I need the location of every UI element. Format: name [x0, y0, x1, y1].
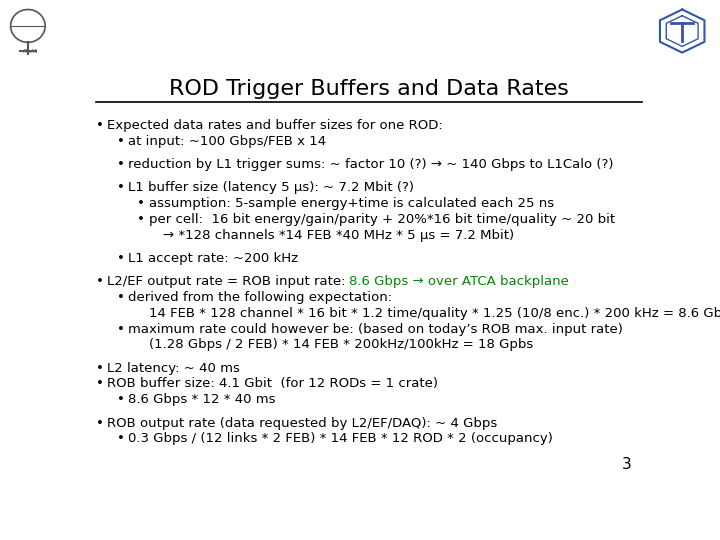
Text: •: •: [117, 134, 125, 147]
Text: ROB buffer size: 4.1 Gbit  (for 12 RODs = 1 crate): ROB buffer size: 4.1 Gbit (for 12 RODs =…: [107, 377, 438, 390]
Text: 3: 3: [621, 457, 631, 472]
Text: •: •: [96, 275, 104, 288]
Text: •: •: [117, 181, 125, 194]
Text: (1.28 Gbps / 2 FEB) * 14 FEB * 200kHz/100kHz = 18 Gpbs: (1.28 Gbps / 2 FEB) * 14 FEB * 200kHz/10…: [148, 339, 533, 352]
Text: •: •: [117, 322, 125, 335]
Text: ROD Trigger Buffers and Data Rates: ROD Trigger Buffers and Data Rates: [169, 79, 569, 99]
Text: •: •: [138, 213, 145, 226]
Text: •: •: [117, 433, 125, 446]
Text: •: •: [96, 377, 104, 390]
Text: → *128 channels *14 FEB *40 MHz * 5 μs = 7.2 Mbit): → *128 channels *14 FEB *40 MHz * 5 μs =…: [163, 228, 513, 241]
Text: •: •: [138, 197, 145, 210]
Text: •: •: [117, 252, 125, 265]
Text: derived from the following expectation:: derived from the following expectation:: [128, 291, 392, 304]
Text: 8.6 Gbps * 12 * 40 ms: 8.6 Gbps * 12 * 40 ms: [128, 393, 276, 406]
Text: •: •: [117, 393, 125, 406]
Text: maximum rate could however be: (based on today’s ROB max. input rate): maximum rate could however be: (based on…: [128, 322, 623, 335]
Text: 8.6 Gbps → over ATCA backplane: 8.6 Gbps → over ATCA backplane: [349, 275, 570, 288]
Text: L1 buffer size (latency 5 μs): ~ 7.2 Mbit (?): L1 buffer size (latency 5 μs): ~ 7.2 Mbi…: [128, 181, 414, 194]
Text: reduction by L1 trigger sums: ~ factor 10 (?) → ~ 140 Gbps to L1Calo (?): reduction by L1 trigger sums: ~ factor 1…: [128, 158, 613, 171]
Text: ATLAS: ATLAS: [23, 49, 38, 54]
Text: 14 FEB * 128 channel * 16 bit * 1.2 time/quality * 1.25 (10/8 enc.) * 200 kHz = : 14 FEB * 128 channel * 16 bit * 1.2 time…: [148, 307, 720, 320]
Text: per cell:  16 bit energy/gain/parity + 20%*16 bit time/quality ~ 20 bit: per cell: 16 bit energy/gain/parity + 20…: [148, 213, 615, 226]
Text: •: •: [96, 119, 104, 132]
Text: Expected data rates and buffer sizes for one ROD:: Expected data rates and buffer sizes for…: [107, 119, 443, 132]
Text: L1 accept rate: ~200 kHz: L1 accept rate: ~200 kHz: [128, 252, 298, 265]
Text: •: •: [96, 416, 104, 429]
Text: •: •: [96, 362, 104, 375]
Text: •: •: [117, 158, 125, 171]
Text: L2/EF output rate = ROB input rate:: L2/EF output rate = ROB input rate:: [107, 275, 349, 288]
Text: at input: ~100 Gbps/FEB x 14: at input: ~100 Gbps/FEB x 14: [128, 134, 326, 147]
Text: assumption: 5-sample energy+time is calculated each 25 ns: assumption: 5-sample energy+time is calc…: [148, 197, 554, 210]
Text: L2 latency: ~ 40 ms: L2 latency: ~ 40 ms: [107, 362, 240, 375]
Text: 0.3 Gbps / (12 links * 2 FEB) * 14 FEB * 12 ROD * 2 (occupancy): 0.3 Gbps / (12 links * 2 FEB) * 14 FEB *…: [128, 433, 553, 446]
Text: ROB output rate (data requested by L2/EF/DAQ): ~ 4 Gbps: ROB output rate (data requested by L2/EF…: [107, 416, 497, 429]
Text: •: •: [117, 291, 125, 304]
